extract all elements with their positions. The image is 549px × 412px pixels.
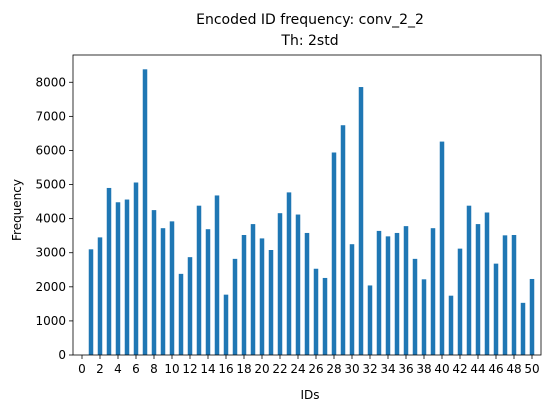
bar-id-23 (286, 192, 292, 355)
bar-id-32 (367, 285, 373, 355)
x-tick-label-48: 48 (506, 362, 521, 376)
bar-id-3 (106, 187, 112, 355)
x-tick-label-24: 24 (290, 362, 305, 376)
bar-id-1 (88, 249, 94, 355)
x-tick-label-46: 46 (488, 362, 503, 376)
y-tick-label-4000: 4000 (35, 212, 66, 226)
x-tick-label-10: 10 (164, 362, 179, 376)
bar-id-15 (214, 195, 220, 355)
bar-id-34 (385, 236, 391, 355)
bar-id-20 (259, 238, 265, 355)
bar-id-35 (394, 232, 400, 355)
bar-id-43 (466, 205, 472, 355)
bar-id-30 (349, 244, 355, 355)
x-axis-label: IDs (300, 388, 319, 402)
x-tick-label-12: 12 (182, 362, 197, 376)
plot-frame (72, 54, 542, 356)
bar-id-5 (124, 199, 130, 355)
x-tick-label-14: 14 (200, 362, 215, 376)
x-tick-label-26: 26 (308, 362, 323, 376)
x-tick-label-0: 0 (78, 362, 86, 376)
y-tick-label-7000: 7000 (35, 109, 66, 123)
bar-id-29 (340, 125, 346, 356)
chart-title-line-1: Encoded ID frequency: conv_2_2 (196, 12, 424, 28)
bar-id-13 (196, 205, 202, 355)
x-tick-label-28: 28 (326, 362, 341, 376)
bar-id-48 (511, 235, 517, 355)
x-tick-label-50: 50 (524, 362, 539, 376)
bar-id-12 (187, 257, 193, 355)
bar-id-50 (529, 278, 535, 355)
bar-id-37 (412, 258, 418, 355)
x-tick-label-16: 16 (218, 362, 233, 376)
x-tick-label-22: 22 (272, 362, 287, 376)
y-tick-label-5000: 5000 (35, 178, 66, 192)
bar-id-9 (160, 228, 166, 355)
bar-id-14 (205, 229, 211, 355)
bar-id-44 (475, 224, 481, 355)
bar-id-6 (133, 182, 139, 355)
bar-id-25 (304, 232, 310, 355)
x-tick-label-38: 38 (416, 362, 431, 376)
x-tick-label-2: 2 (96, 362, 104, 376)
bar-id-31 (358, 87, 364, 355)
x-tick-label-32: 32 (362, 362, 377, 376)
bars-layer (88, 69, 535, 356)
bar-id-40 (439, 141, 445, 355)
y-tick-label-6000: 6000 (35, 143, 66, 157)
x-tick-label-4: 4 (114, 362, 122, 376)
x-tick-label-44: 44 (470, 362, 485, 376)
bar-id-19 (250, 224, 256, 355)
bar-id-8 (151, 210, 157, 355)
x-tick-label-36: 36 (398, 362, 413, 376)
bar-id-22 (277, 213, 283, 355)
bar-id-33 (376, 230, 382, 355)
bar-id-28 (331, 152, 337, 355)
bar-id-47 (502, 235, 508, 355)
y-tick-label-3000: 3000 (35, 246, 66, 260)
bar-id-17 (232, 258, 238, 355)
y-axis-label: Frequency (10, 179, 24, 241)
bar-id-49 (520, 302, 526, 355)
chart-title-line-2: Th: 2std (280, 33, 338, 49)
bar-id-36 (403, 226, 409, 355)
bar-id-11 (178, 273, 184, 355)
bar-id-18 (241, 235, 247, 355)
bar-id-4 (115, 202, 121, 355)
bar-id-26 (313, 268, 319, 355)
bar-id-10 (169, 221, 175, 355)
y-tick-label-8000: 8000 (35, 75, 66, 89)
x-tick-label-42: 42 (452, 362, 467, 376)
bar-id-39 (430, 228, 436, 355)
bar-id-2 (97, 237, 103, 355)
x-tick-label-20: 20 (254, 362, 269, 376)
bar-id-7 (142, 69, 148, 356)
x-tick-label-6: 6 (132, 362, 140, 376)
bar-id-24 (295, 214, 301, 355)
x-tick-label-34: 34 (380, 362, 395, 376)
y-tick-label-2000: 2000 (35, 280, 66, 294)
bar-id-45 (484, 212, 490, 355)
bar-id-21 (268, 250, 274, 355)
y-tick-label-0: 0 (58, 348, 66, 362)
bar-id-42 (457, 248, 463, 355)
x-tick-label-30: 30 (344, 362, 359, 376)
bar-id-38 (421, 279, 427, 355)
x-tick-label-18: 18 (236, 362, 251, 376)
y-tick-label-1000: 1000 (35, 314, 66, 328)
x-tick-label-8: 8 (150, 362, 158, 376)
bar-id-41 (448, 295, 454, 355)
axes-layer: 0 2 4 6 8 10 12 14 16 18 20 22 24 26 28 30 32 34 36 38 40 42 4… (35, 54, 542, 376)
bar-id-16 (223, 294, 229, 355)
bar-id-46 (493, 263, 499, 355)
bar-id-27 (322, 277, 328, 355)
x-tick-label-40: 40 (434, 362, 449, 376)
